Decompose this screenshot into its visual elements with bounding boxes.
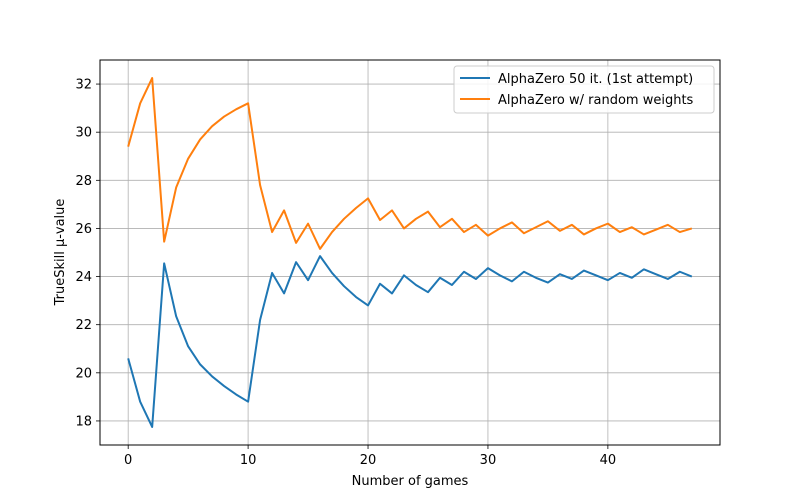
series-line-2 (127, 77, 693, 250)
x-tick-label: 20 (360, 453, 377, 468)
ticks: 0 10 20 30 40 18 20 22 24 26 28 30 32 (75, 78, 616, 468)
grid (100, 60, 720, 445)
x-tick-label: 40 (600, 453, 617, 468)
y-tick-label: 20 (75, 366, 92, 381)
y-tick-label: 30 (75, 126, 92, 141)
x-tick-label: 30 (480, 453, 497, 468)
x-tick-label: 10 (240, 453, 257, 468)
y-tick-label: 18 (75, 414, 92, 429)
y-tick-label: 32 (75, 78, 92, 93)
x-tick-label: 0 (124, 453, 132, 468)
legend: AlphaZero 50 it. (1st attempt) AlphaZero… (453, 65, 715, 114)
legend-label-series-1: AlphaZero 50 it. (1st attempt) (498, 72, 693, 87)
series-line-1 (127, 255, 693, 428)
y-tick-label: 24 (75, 270, 92, 285)
legend-box (453, 65, 715, 114)
y-axis-label: TrueSkill μ-value (53, 199, 68, 307)
plot-frame (99, 59, 721, 446)
y-tick-label: 22 (75, 318, 92, 333)
y-tick-label: 28 (75, 174, 92, 189)
legend-label-series-2: AlphaZero w/ random weights (498, 93, 694, 108)
y-tick-label: 26 (75, 222, 92, 237)
x-axis-label: Number of games (352, 474, 469, 489)
series-layer (127, 77, 693, 428)
